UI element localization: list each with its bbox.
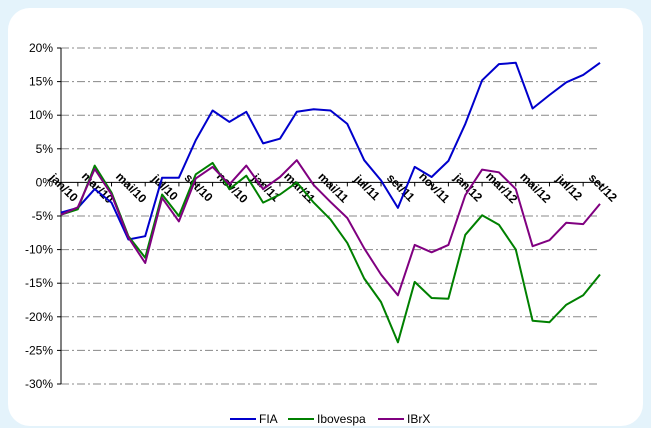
- gridlines: [61, 47, 600, 385]
- legend-item-fia: FIA: [230, 412, 278, 426]
- y-tick-label: 0%: [36, 175, 54, 189]
- series-line-fia: [60, 61, 601, 241]
- legend-label: Ibovespa: [317, 412, 366, 426]
- series-lines: [60, 61, 601, 344]
- x-tick-label: mai/10: [113, 169, 150, 206]
- x-tick-label: set/12: [586, 171, 620, 205]
- legend-item-ibovespa: Ibovespa: [288, 412, 366, 426]
- y-tick-label: -20%: [25, 310, 53, 324]
- chart-panel: [8, 8, 643, 426]
- y-tick-label: -10%: [25, 243, 53, 257]
- series-line-ibrx: [60, 159, 601, 297]
- y-tick-label: -25%: [25, 343, 53, 357]
- y-tick-label: 15%: [29, 75, 53, 89]
- y-tick-label: -30%: [25, 377, 53, 391]
- legend-item-ibrx: IBrX: [378, 412, 430, 426]
- y-axis-tick-labels: -30% -25% -20% -15% -10% -5% 0% 5% 10% 15% 20%: [25, 41, 53, 391]
- x-tick-label: mai/11: [315, 170, 351, 206]
- y-tick-label: 5%: [36, 142, 54, 156]
- x-tick-label: jul/12: [553, 171, 586, 204]
- y-tick-label: -5%: [32, 209, 54, 223]
- x-tick-label: jan/12: [450, 170, 485, 205]
- y-tick-label: 10%: [29, 108, 53, 122]
- x-tick-label: mai/12: [517, 169, 554, 206]
- axes: [57, 47, 601, 385]
- legend-label: FIA: [259, 412, 278, 426]
- legend-label: IBrX: [407, 412, 430, 426]
- y-tick-label: -15%: [25, 276, 53, 290]
- y-tick-label: 20%: [29, 41, 53, 55]
- legend: FIA Ibovespa IBrX: [230, 412, 430, 426]
- series-line-ibovespa: [60, 161, 601, 344]
